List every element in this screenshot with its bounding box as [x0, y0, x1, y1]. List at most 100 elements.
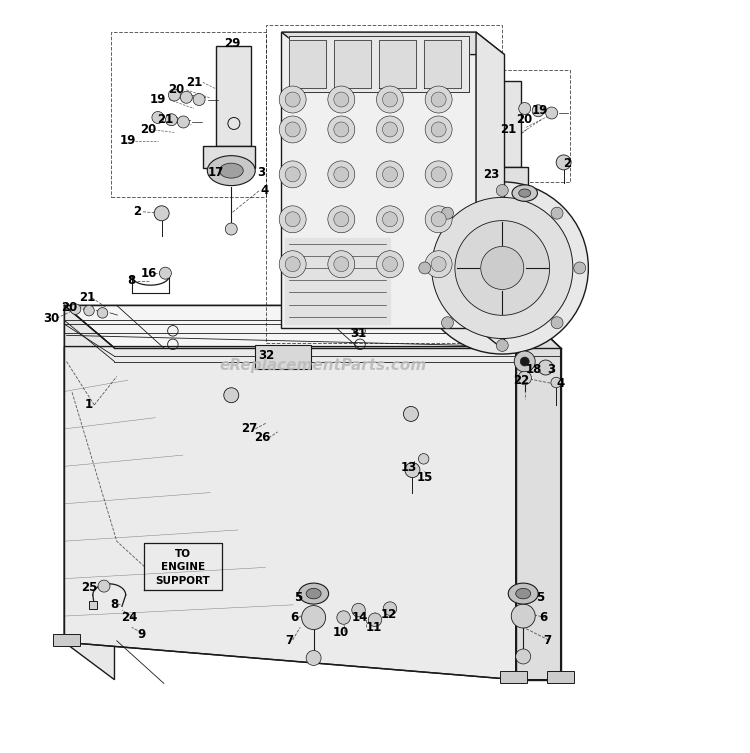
- Polygon shape: [64, 306, 115, 680]
- Polygon shape: [202, 146, 255, 169]
- Polygon shape: [216, 46, 251, 146]
- Text: 30: 30: [44, 312, 60, 325]
- Text: 21: 21: [79, 291, 95, 304]
- Circle shape: [337, 611, 350, 624]
- Text: 7: 7: [543, 633, 551, 647]
- Text: 13: 13: [400, 462, 417, 474]
- Circle shape: [285, 167, 300, 182]
- Circle shape: [431, 167, 446, 182]
- Text: 24: 24: [122, 611, 138, 624]
- Ellipse shape: [207, 156, 255, 185]
- Text: 29: 29: [224, 37, 241, 50]
- Circle shape: [285, 122, 300, 137]
- Text: 1: 1: [85, 398, 93, 411]
- Bar: [53, 634, 80, 646]
- Circle shape: [177, 116, 189, 128]
- Polygon shape: [89, 601, 97, 608]
- Text: 10: 10: [333, 626, 350, 639]
- Text: 21: 21: [158, 113, 173, 127]
- Text: 5: 5: [295, 591, 303, 604]
- Text: 20: 20: [169, 84, 184, 96]
- Circle shape: [382, 92, 398, 107]
- Circle shape: [431, 122, 446, 137]
- Polygon shape: [64, 346, 516, 680]
- Circle shape: [496, 340, 508, 352]
- Circle shape: [368, 613, 382, 626]
- Text: 26: 26: [254, 431, 271, 444]
- Text: 22: 22: [513, 374, 529, 388]
- Circle shape: [383, 602, 397, 615]
- Circle shape: [285, 92, 300, 107]
- Circle shape: [70, 304, 81, 314]
- Text: 4: 4: [556, 377, 565, 391]
- Text: 7: 7: [285, 633, 293, 647]
- Circle shape: [166, 114, 177, 126]
- Text: 12: 12: [380, 608, 397, 621]
- Circle shape: [556, 155, 572, 170]
- Polygon shape: [281, 32, 476, 328]
- Polygon shape: [379, 40, 416, 88]
- Circle shape: [404, 407, 418, 422]
- Text: 3: 3: [257, 166, 265, 178]
- Ellipse shape: [298, 583, 328, 604]
- Circle shape: [279, 161, 306, 187]
- Circle shape: [419, 453, 429, 464]
- Polygon shape: [281, 32, 505, 55]
- Circle shape: [425, 161, 452, 187]
- Polygon shape: [289, 40, 326, 88]
- Text: 16: 16: [141, 267, 157, 279]
- Circle shape: [405, 462, 420, 477]
- Text: 25: 25: [81, 581, 98, 594]
- Circle shape: [496, 184, 508, 197]
- Circle shape: [279, 251, 306, 278]
- Circle shape: [328, 206, 355, 233]
- Circle shape: [154, 206, 170, 221]
- Circle shape: [285, 257, 300, 272]
- Circle shape: [279, 116, 306, 143]
- Text: 19: 19: [150, 93, 166, 106]
- Ellipse shape: [519, 189, 531, 197]
- Circle shape: [193, 93, 205, 105]
- Polygon shape: [289, 36, 469, 92]
- Ellipse shape: [306, 588, 321, 599]
- Polygon shape: [285, 238, 390, 324]
- Circle shape: [169, 89, 180, 101]
- Circle shape: [352, 603, 365, 617]
- Circle shape: [334, 122, 349, 137]
- Circle shape: [425, 251, 452, 278]
- Circle shape: [431, 257, 446, 272]
- Circle shape: [376, 251, 404, 278]
- Circle shape: [442, 207, 454, 219]
- Text: 27: 27: [241, 422, 257, 435]
- Circle shape: [382, 122, 398, 137]
- Circle shape: [328, 251, 355, 278]
- Text: 21: 21: [186, 76, 202, 89]
- Text: 20: 20: [62, 301, 78, 314]
- Circle shape: [432, 197, 573, 339]
- Polygon shape: [478, 167, 529, 185]
- Text: 19: 19: [532, 104, 548, 117]
- Text: 14: 14: [352, 611, 368, 624]
- Circle shape: [279, 206, 306, 233]
- Circle shape: [376, 206, 404, 233]
- Bar: [548, 672, 574, 684]
- Polygon shape: [424, 40, 461, 88]
- Text: 19: 19: [120, 134, 136, 147]
- Text: 15: 15: [417, 471, 434, 484]
- Polygon shape: [516, 346, 561, 680]
- Text: 21: 21: [500, 123, 517, 136]
- Circle shape: [334, 92, 349, 107]
- Text: 5: 5: [536, 591, 544, 604]
- Circle shape: [180, 91, 192, 103]
- Polygon shape: [486, 81, 521, 167]
- Text: 3: 3: [547, 362, 555, 376]
- Text: 20: 20: [140, 123, 156, 136]
- Polygon shape: [476, 32, 505, 350]
- Circle shape: [574, 262, 586, 274]
- Text: eReplacementParts.com: eReplacementParts.com: [219, 358, 426, 373]
- Circle shape: [425, 206, 452, 233]
- Circle shape: [98, 308, 108, 318]
- Circle shape: [425, 86, 452, 113]
- Text: 2: 2: [563, 157, 572, 169]
- Circle shape: [382, 257, 398, 272]
